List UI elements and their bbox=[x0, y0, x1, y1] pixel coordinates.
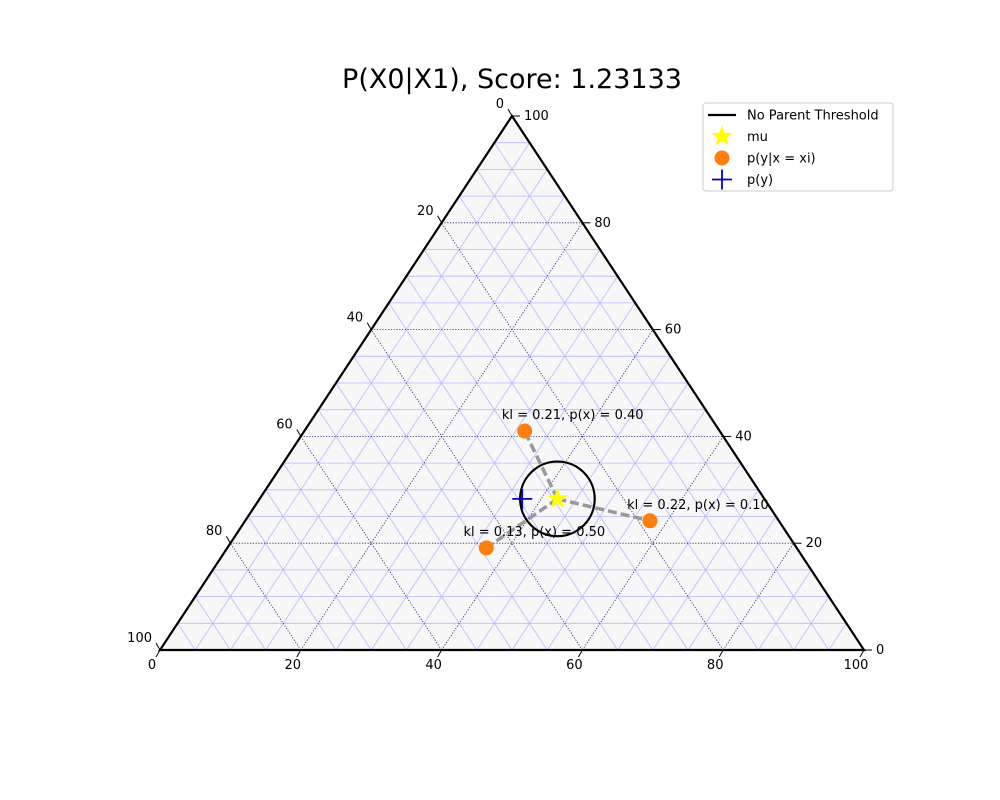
point-annotation: kl = 0.21, p(x) = 0.40 bbox=[502, 408, 644, 423]
connector-line bbox=[557, 497, 651, 523]
left-tick bbox=[155, 642, 161, 651]
legend-circle-swatch bbox=[714, 150, 730, 166]
point-annotation: kl = 0.22, p(x) = 0.10 bbox=[627, 498, 769, 513]
right-tick-label: 80 bbox=[594, 216, 611, 231]
fine-grid-line bbox=[494, 142, 830, 651]
legend-star-swatch bbox=[711, 125, 733, 146]
bottom-tick bbox=[155, 649, 161, 658]
bottom-tick-label: 40 bbox=[425, 658, 442, 673]
left-tick-label: 0 bbox=[496, 97, 504, 112]
bottom-tick-label: 20 bbox=[285, 658, 302, 673]
fine-grid-line bbox=[546, 409, 706, 651]
major-grid-line bbox=[441, 329, 654, 651]
connector-lines bbox=[485, 430, 651, 550]
fine-grid-line bbox=[476, 169, 794, 651]
major-grid-line bbox=[300, 436, 442, 651]
mu-star-marker bbox=[546, 487, 568, 508]
major-grid-line bbox=[230, 542, 302, 651]
right-tick-label: 20 bbox=[806, 536, 823, 551]
point-annotation: kl = 0.13, p(x) = 0.50 bbox=[463, 525, 605, 540]
right-tick-label: 100 bbox=[524, 109, 549, 124]
fine-grid-line bbox=[828, 623, 847, 651]
left-tick-label: 60 bbox=[276, 417, 293, 432]
fine-grid-line bbox=[265, 195, 566, 651]
fine-grid-line bbox=[212, 569, 266, 651]
right-tick-label: 40 bbox=[735, 429, 752, 444]
fine-grid-line bbox=[458, 195, 759, 651]
left-tick-label: 100 bbox=[127, 631, 152, 646]
conditional-point bbox=[517, 423, 533, 439]
bottom-tick bbox=[859, 649, 865, 658]
bottom-tick bbox=[577, 649, 583, 658]
left-tick bbox=[437, 215, 443, 224]
bottom-tick-label: 60 bbox=[566, 658, 583, 673]
right-tick-label: 60 bbox=[665, 323, 682, 338]
fine-grid-line bbox=[194, 142, 530, 651]
fine-grid-line bbox=[388, 302, 618, 651]
conditional-point bbox=[642, 513, 658, 529]
bottom-tick bbox=[718, 649, 724, 658]
conditional-points bbox=[478, 423, 658, 556]
bottom-tick bbox=[296, 649, 302, 658]
left-tick-label: 40 bbox=[347, 311, 364, 326]
connector-line bbox=[485, 497, 559, 550]
legend-label: No Parent Threshold bbox=[747, 109, 879, 124]
fine-grid-line bbox=[617, 462, 742, 651]
fine-grid-line bbox=[247, 516, 337, 651]
conditional-point bbox=[478, 540, 494, 556]
major-grid-line bbox=[722, 542, 794, 651]
major-grid bbox=[230, 222, 794, 651]
legend-label: p(y) bbox=[747, 173, 773, 188]
fine-grid-line bbox=[177, 623, 196, 651]
py-marker bbox=[512, 488, 533, 509]
legend-label: p(y|x = xi) bbox=[747, 152, 816, 167]
fine-grid-line bbox=[335, 382, 513, 651]
fine-grid bbox=[177, 142, 847, 651]
major-grid-line bbox=[441, 222, 724, 651]
fine-grid-line bbox=[406, 275, 654, 651]
left-tick bbox=[296, 429, 302, 437]
fine-grid-line bbox=[758, 569, 812, 651]
fine-grid-line bbox=[335, 249, 601, 651]
axis-ticks: 0 0 0 20 20 20 40 40 40 60 60 60 80 80 80 100 100 100 bbox=[127, 97, 884, 673]
bottom-tick bbox=[437, 649, 443, 658]
fine-grid-line bbox=[265, 489, 372, 651]
fine-grid-line bbox=[353, 356, 548, 651]
fine-grid-line bbox=[318, 409, 478, 651]
fine-grid-line bbox=[282, 462, 407, 651]
right-tick-label: 0 bbox=[876, 643, 884, 658]
point-annotations: kl = 0.21, p(x) = 0.40 kl = 0.22, p(x) = … bbox=[463, 408, 768, 540]
fine-grid-line bbox=[406, 302, 636, 651]
legend-label: mu bbox=[747, 130, 768, 145]
fine-grid-line bbox=[194, 596, 231, 651]
fine-grid-line bbox=[687, 516, 777, 651]
bottom-tick-label: 100 bbox=[844, 658, 869, 673]
left-tick-label: 80 bbox=[206, 524, 223, 539]
left-tick bbox=[366, 322, 372, 330]
major-grid-line bbox=[370, 329, 583, 651]
left-tick bbox=[507, 108, 513, 117]
bottom-tick-label: 80 bbox=[707, 658, 724, 673]
triangle-border bbox=[157, 114, 867, 652]
major-grid-line bbox=[582, 436, 724, 651]
legend: No Parent Threshold mu p(y|x = xi) p(y) bbox=[702, 102, 894, 192]
left-tick-label: 20 bbox=[417, 204, 434, 219]
bottom-tick-label: 0 bbox=[148, 658, 156, 673]
chart-title: P(X0|X1), Score: 1.23133 bbox=[342, 64, 682, 95]
left-tick bbox=[225, 535, 231, 544]
fine-grid-line bbox=[423, 249, 689, 651]
legend-box bbox=[702, 102, 894, 192]
legend-entries: No Parent Threshold mu p(y|x = xi) p(y) bbox=[708, 109, 879, 190]
